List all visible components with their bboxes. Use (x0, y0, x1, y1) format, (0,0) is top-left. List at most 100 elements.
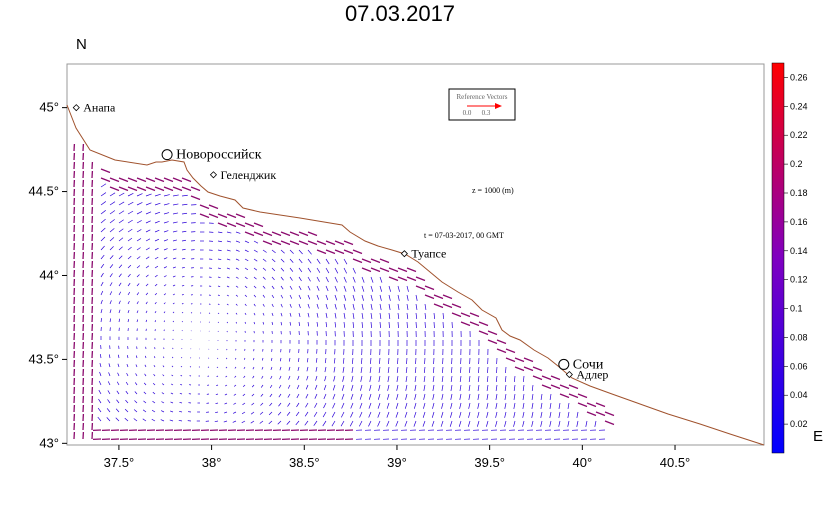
current-vector (441, 384, 444, 391)
colorbar (771, 62, 785, 454)
current-vector (550, 375, 561, 381)
current-vector (144, 373, 147, 377)
current-vector (126, 355, 129, 359)
current-vector (334, 303, 337, 310)
current-vector (161, 401, 165, 404)
current-vector (262, 267, 267, 271)
current-vector (440, 411, 444, 418)
current-vector (235, 258, 240, 261)
current-vector (331, 411, 336, 418)
current-vector (154, 220, 160, 224)
current-vector (136, 301, 139, 305)
current-vector (181, 194, 188, 197)
current-vector (154, 247, 159, 251)
current-vector (127, 237, 133, 242)
current-vector (388, 285, 391, 292)
current-vector (388, 357, 390, 365)
current-vector (217, 222, 228, 228)
current-vector (370, 357, 372, 365)
current-vector (172, 320, 175, 323)
current-vector (298, 267, 303, 273)
current-vector (414, 384, 417, 391)
current-vector (154, 256, 159, 260)
current-vector (271, 321, 274, 325)
current-vector (396, 366, 399, 373)
current-vector (178, 419, 183, 422)
current-vector (217, 285, 221, 288)
current-vector (172, 239, 178, 242)
current-vector (233, 393, 237, 396)
current-vector (361, 321, 364, 329)
current-vector (217, 258, 222, 261)
current-vector (100, 317, 103, 323)
current-vector (423, 402, 426, 409)
current-vector (262, 249, 267, 253)
current-vector (143, 400, 147, 404)
current-vector (486, 420, 489, 427)
current-vector (127, 291, 131, 296)
current-vector (298, 321, 301, 327)
current-vector (143, 391, 147, 395)
current-vector (586, 402, 597, 408)
current-vector (145, 256, 150, 260)
current-vector (486, 393, 489, 400)
current-vector (118, 282, 122, 287)
current-vector (154, 311, 157, 314)
current-vector (477, 393, 480, 400)
coastline (66, 104, 765, 446)
current-vector (307, 276, 311, 282)
current-vector (134, 382, 138, 386)
current-vector (460, 366, 462, 374)
current-vector (145, 220, 151, 224)
current-vector (352, 312, 355, 319)
current-vector (118, 237, 124, 242)
current-vector (217, 294, 220, 297)
current-vector (127, 273, 131, 278)
current-vector (351, 375, 354, 382)
current-vector (379, 267, 390, 273)
current-vector (350, 384, 354, 391)
current-vector (313, 411, 318, 417)
current-vector (181, 275, 185, 278)
city-marker (558, 358, 570, 370)
current-vector (289, 321, 292, 326)
current-vector (360, 357, 363, 365)
current-vector (404, 420, 408, 427)
current-vector (316, 276, 320, 282)
current-vector (262, 294, 266, 298)
current-vector (172, 293, 175, 296)
current-vector (343, 321, 346, 328)
current-vector (97, 407, 102, 413)
current-vector (558, 420, 561, 427)
current-vector (136, 274, 140, 278)
current-vector (451, 312, 462, 318)
current-vector (441, 375, 444, 382)
current-vector (163, 212, 170, 215)
current-vector (98, 380, 102, 386)
current-vector (145, 319, 148, 323)
current-vector (397, 285, 400, 292)
current-vector (343, 249, 354, 255)
current-vector (307, 231, 318, 237)
current-vector (460, 312, 471, 318)
current-vectors (73, 143, 615, 441)
current-vector (118, 246, 123, 251)
current-vector (250, 420, 255, 424)
current-vector (154, 202, 161, 206)
current-vector (115, 417, 120, 422)
current-vector (368, 393, 372, 400)
current-vector (314, 402, 318, 408)
current-vector (127, 300, 130, 305)
current-vector (118, 318, 121, 323)
current-vector (216, 366, 219, 369)
current-vector (433, 312, 436, 320)
current-vector (145, 292, 149, 296)
current-vector (540, 411, 543, 418)
current-vector (307, 249, 312, 255)
current-vector (360, 366, 363, 373)
current-vector (244, 312, 247, 315)
current-vector (496, 348, 507, 354)
current-vector (352, 321, 355, 328)
current-vector (271, 249, 276, 254)
